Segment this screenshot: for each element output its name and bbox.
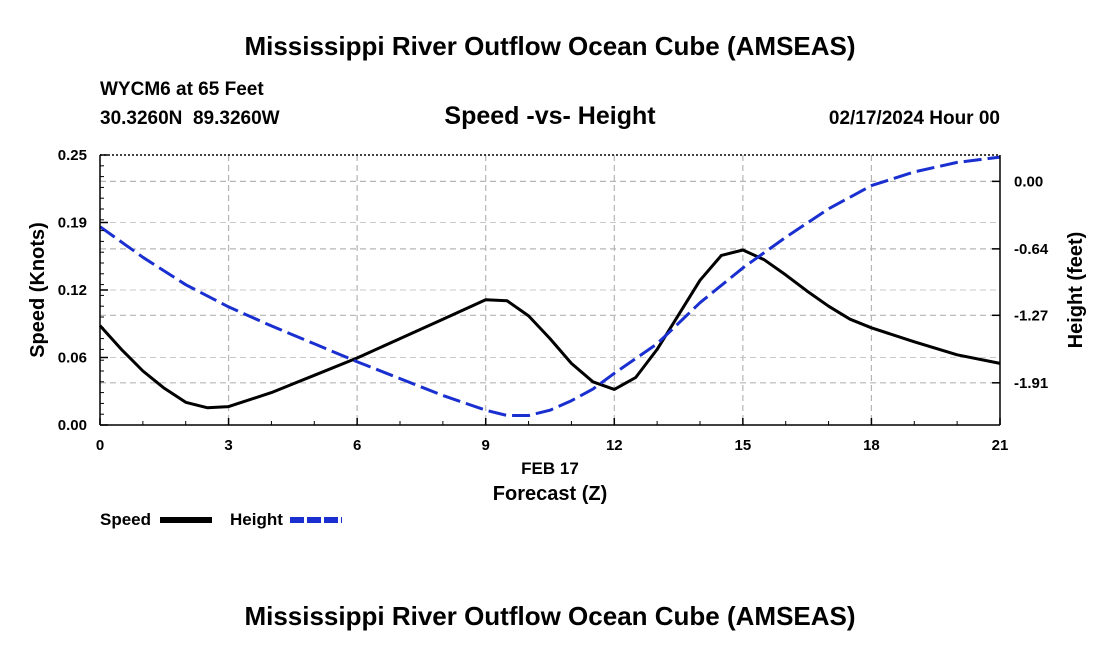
series-line-height (99, 155, 1001, 417)
x-tick-label: 9 (482, 437, 490, 454)
grid (100, 155, 1000, 425)
x-tick-label: 12 (606, 437, 623, 454)
legend: Speed Height (100, 510, 342, 529)
legend-height-label: Height (230, 510, 283, 529)
y-tick-label: 0.00 (58, 417, 87, 434)
x-tick-label: 6 (353, 437, 361, 454)
y2-axis-title: Height (feet) (1065, 232, 1087, 349)
y2-tick-label: -1.27 (1014, 307, 1048, 324)
station-label: WYCM6 at 65 Feet (100, 79, 264, 100)
plot-title: Speed -vs- Height (444, 102, 656, 130)
y-tick-label: 0.25 (58, 147, 87, 164)
y-axis-title: Speed (Knots) (27, 222, 49, 358)
x-tick-label: 21 (992, 437, 1009, 454)
x-axis-date: FEB 17 (521, 459, 579, 478)
legend-speed-label: Speed (100, 510, 151, 529)
x-tick-label: 18 (863, 437, 880, 454)
y-tick-label: 0.06 (58, 350, 87, 367)
x-axis-title: Forecast (Z) (493, 483, 607, 505)
date-label: 02/17/2024 Hour 00 (829, 108, 1000, 129)
y-tick-label: 0.19 (58, 215, 87, 232)
x-tick-label: 15 (735, 437, 752, 454)
coordinates-label: 30.3260N 89.3260W (100, 108, 280, 129)
x-tick-label: 3 (224, 437, 232, 454)
ticks: 0 3 6 9 12 15 18 21 0.00 0.06 0.12 0.19 0.25 0.00 -0.6… (58, 147, 1049, 454)
y2-tick-label: -0.64 (1014, 241, 1049, 258)
y2-tick-label: -1.91 (1014, 375, 1048, 392)
series-layer (98, 155, 1001, 417)
series-line-speed (98, 248, 1001, 410)
footer-title: Mississippi River Outflow Ocean Cube (AM… (244, 601, 855, 631)
chart-main-title: Mississippi River Outflow Ocean Cube (AM… (244, 31, 855, 61)
x-tick-label: 0 (96, 437, 104, 454)
y-tick-label: 0.12 (58, 282, 87, 299)
y2-tick-label: 0.00 (1014, 173, 1043, 190)
